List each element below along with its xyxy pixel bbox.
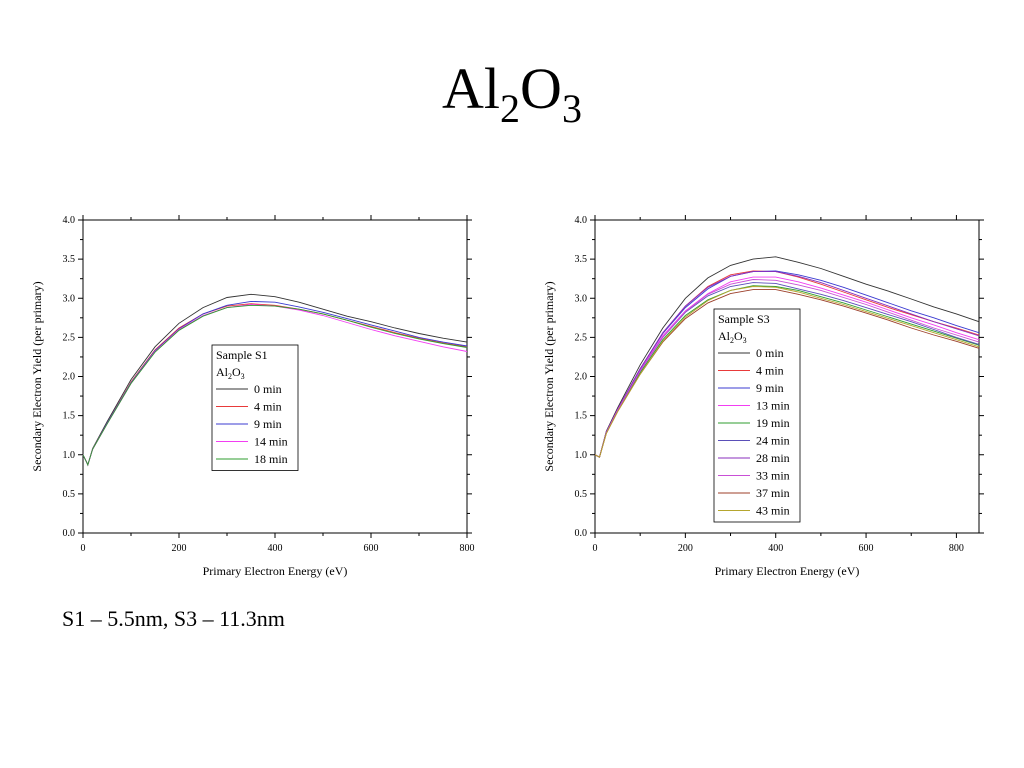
- series-line: [594, 286, 980, 458]
- y-tick-label: 2.0: [575, 372, 588, 383]
- series-line: [594, 271, 980, 458]
- slide-caption: S1 – 5.5nm, S3 – 11.3nm: [62, 606, 285, 631]
- x-tick-label: 800: [949, 543, 964, 554]
- y-tick-label: 2.5: [575, 332, 588, 343]
- legend-entry: 4 min: [756, 364, 784, 378]
- y-tick-label: 3.5: [575, 254, 588, 265]
- legend-box: [211, 344, 299, 471]
- chart-sample-s1: 0.0 0.5 1.0 1.5 2.0 2.5 3.0 3.5 4.0 0 200 400 600 800…: [30, 215, 475, 578]
- chart-sample-s3: 0.0 0.5 1.0 1.5 2.0 2.5 3.0 3.5 4.0 0 200 400 600 800…: [542, 215, 984, 578]
- legend-entry: 0 min: [254, 382, 282, 396]
- y-tick-label: 1.5: [575, 411, 588, 422]
- title-text: O: [520, 56, 562, 121]
- y-tick-label: 3.0: [63, 293, 76, 304]
- y-tick-label: 0.0: [575, 528, 588, 539]
- legend-entry: 18 min: [254, 452, 288, 466]
- title-subscript: 2: [500, 86, 521, 131]
- x-tick-label: 0: [593, 543, 598, 554]
- series-line: [594, 279, 980, 458]
- y-tick-label: 1.5: [63, 411, 76, 422]
- legend-entry: 37 min: [756, 486, 790, 500]
- legend-entry: 13 min: [756, 399, 790, 413]
- legend-entry: 4 min: [254, 400, 282, 414]
- x-tick-label: 400: [768, 543, 783, 554]
- legend-formula: Al2O3: [718, 329, 747, 345]
- legend-formula: Al2O3: [216, 365, 245, 381]
- legend-entry: 19 min: [756, 416, 790, 430]
- y-tick-label: 0.0: [63, 528, 76, 539]
- y-tick-label: 4.0: [575, 215, 588, 226]
- x-tick-label: 200: [678, 543, 693, 554]
- y-axis-label: Secondary Electron Yield (per primary): [542, 281, 556, 471]
- legend-entry: 43 min: [756, 504, 790, 518]
- title-subscript: 3: [561, 86, 582, 131]
- legend-entry: 9 min: [756, 381, 784, 395]
- legend-entry: 28 min: [756, 451, 790, 465]
- title-text: Al: [442, 56, 501, 121]
- y-axis-label: Secondary Electron Yield (per primary): [30, 281, 44, 471]
- x-tick-label: 200: [172, 543, 187, 554]
- y-tick-label: 0.5: [63, 489, 76, 500]
- legend-title: Sample S1: [216, 348, 268, 362]
- x-tick-label: 600: [859, 543, 874, 554]
- x-tick-label: 400: [268, 543, 283, 554]
- slide-title: Al2O3: [0, 60, 1024, 129]
- legend-entry: 0 min: [756, 346, 784, 360]
- y-tick-label: 0.5: [575, 489, 588, 500]
- legend-box: [713, 308, 801, 523]
- y-tick-label: 3.0: [575, 293, 588, 304]
- x-tick-label: 0: [81, 543, 86, 554]
- legend-entry: 24 min: [756, 434, 790, 448]
- legend-entry: 9 min: [254, 417, 282, 431]
- x-tick-label: 800: [460, 543, 475, 554]
- y-tick-label: 1.0: [63, 450, 76, 461]
- x-axis-label: Primary Electron Energy (eV): [203, 564, 348, 578]
- legend-title: Sample S3: [718, 312, 770, 326]
- y-tick-label: 3.5: [63, 254, 76, 265]
- series-line: [594, 256, 980, 458]
- series-line: [82, 304, 468, 467]
- y-tick-label: 2.5: [63, 332, 76, 343]
- legend-entry: 14 min: [254, 435, 288, 449]
- x-axis-label: Primary Electron Energy (eV): [715, 564, 860, 578]
- legend-entry: 33 min: [756, 469, 790, 483]
- y-tick-label: 2.0: [63, 372, 76, 383]
- x-tick-label: 600: [364, 543, 379, 554]
- series-line: [594, 285, 980, 458]
- y-tick-label: 1.0: [575, 450, 588, 461]
- y-tick-label: 4.0: [63, 215, 76, 226]
